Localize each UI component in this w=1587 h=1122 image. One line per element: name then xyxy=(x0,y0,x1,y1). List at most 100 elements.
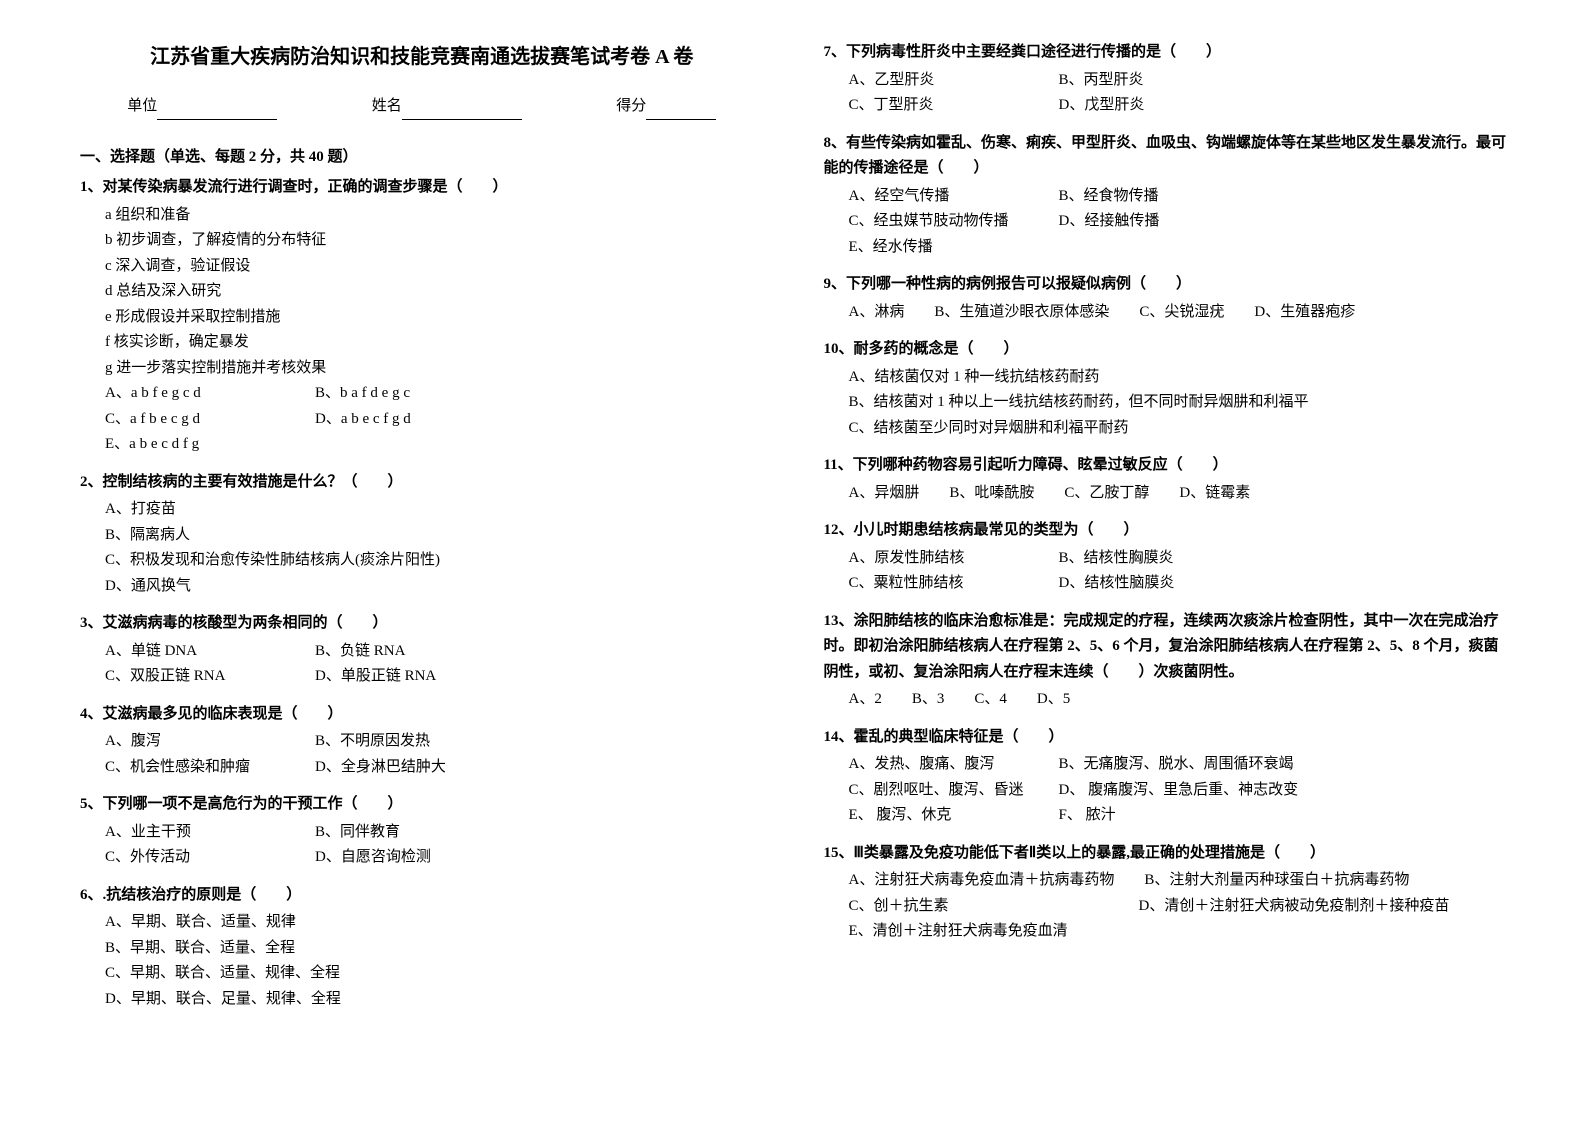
option: C、a f b e c g d xyxy=(105,407,285,433)
option: E、清创＋注射狂犬病毒免疫血清 xyxy=(849,919,1109,945)
option: A、乙型肝炎 xyxy=(849,68,1029,94)
option: E、 腹泻、休克 xyxy=(849,803,1029,829)
option: C、粟粒性肺结核 xyxy=(849,571,1029,597)
option: D、清创＋注射狂犬病被动免疫制剂＋接种疫苗 xyxy=(1139,894,1450,920)
sub-item: e 形成假设并采取控制措施 xyxy=(80,305,764,331)
option-row: C、创＋抗生素 D、清创＋注射狂犬病被动免疫制剂＋接种疫苗 xyxy=(824,894,1508,920)
question-stem: 9、下列哪一种性病的病例报告可以报疑似病例（ ） xyxy=(824,272,1508,298)
option: E、a b e c d f g xyxy=(105,432,285,458)
option-row: C、经虫媒节肢动物传播D、经接触传播 xyxy=(824,209,1508,235)
question-1: 1、对某传染病暴发流行进行调查时，正确的调查步骤是（ ）a 组织和准备b 初步调… xyxy=(80,175,764,458)
option: B、结核菌对 1 种以上一线抗结核药耐药，但不同时耐异烟肼和利福平 xyxy=(824,390,1508,416)
question-13: 13、涂阳肺结核的临床治愈标准是：完成规定的疗程，连续两次痰涂片检查阴性，其中一… xyxy=(824,609,1508,713)
option: B、吡嗪酰胺 xyxy=(949,481,1034,507)
option-row: A、乙型肝炎 B、丙型肝炎 xyxy=(824,68,1508,94)
option: B、早期、联合、适量、全程 xyxy=(80,936,764,962)
option: D、通风换气 xyxy=(80,574,764,600)
option-row: A、业主干预B、同伴教育 xyxy=(80,820,764,846)
option: C、创＋抗生素 xyxy=(849,894,1109,920)
option: C、外传活动 xyxy=(105,845,285,871)
option-row: E、经水传播 xyxy=(824,235,1508,261)
question-5: 5、下列哪一项不是高危行为的干预工作（ ）A、业主干预B、同伴教育C、外传活动D… xyxy=(80,792,764,871)
option: D、5 xyxy=(1037,687,1070,713)
option: A、单链 DNA xyxy=(105,639,285,665)
question-stem: 14、霍乱的典型临床特征是（ ） xyxy=(824,725,1508,751)
option: A、发热、腹痛、腹泻 xyxy=(849,752,1029,778)
option-row: A、异烟肼B、吡嗪酰胺C、乙胺丁醇D、链霉素 xyxy=(824,481,1508,507)
sub-item: g 进一步落实控制措施并考核效果 xyxy=(80,356,764,382)
option: A、2 xyxy=(849,687,882,713)
option: B、经食物传播 xyxy=(1059,184,1159,210)
option-row: A、a b f e g c dB、b a f d e g c xyxy=(80,381,764,407)
option: C、剧烈呕吐、腹泻、昏迷 xyxy=(849,778,1029,804)
option-row: A、腹泻 B、不明原因发热 xyxy=(80,729,764,755)
option: C、早期、联合、适量、规律、全程 xyxy=(80,961,764,987)
question-stem: 7、下列病毒性肝炎中主要经粪口途径进行传播的是（ ） xyxy=(824,40,1508,66)
question-stem: 5、下列哪一项不是高危行为的干预工作（ ） xyxy=(80,792,764,818)
option-row: A、淋病B、生殖道沙眼衣原体感染C、尖锐湿疣D、生殖器疱疹 xyxy=(824,300,1508,326)
question-10: 10、耐多药的概念是（ ）A、结核菌仅对 1 种一线抗结核药耐药B、结核菌对 1… xyxy=(824,337,1508,441)
question-stem: 15、Ⅲ类暴露及免疫功能低下者Ⅱ类以上的暴露,最正确的处理措施是（ ） xyxy=(824,841,1508,867)
option: B、负链 RNA xyxy=(315,639,405,665)
option: A、注射狂犬病毒免疫血清＋抗病毒药物 xyxy=(849,868,1115,894)
question-stem: 11、下列哪种药物容易引起听力障碍、眩晕过敏反应（ ） xyxy=(824,453,1508,479)
sub-item: b 初步调查，了解疫情的分布特征 xyxy=(80,228,764,254)
sub-item: c 深入调查，验证假设 xyxy=(80,254,764,280)
question-stem: 1、对某传染病暴发流行进行调查时，正确的调查步骤是（ ） xyxy=(80,175,764,201)
option: B、结核性胸膜炎 xyxy=(1059,546,1174,572)
option: B、注射大剂量丙种球蛋白＋抗病毒药物 xyxy=(1144,868,1409,894)
option: A、异烟肼 xyxy=(849,481,920,507)
question-stem: 2、控制结核病的主要有效措施是什么？（ ） xyxy=(80,470,764,496)
question-stem: 13、涂阳肺结核的临床治愈标准是：完成规定的疗程，连续两次痰涂片检查阴性，其中一… xyxy=(824,609,1508,686)
option: D、结核性脑膜炎 xyxy=(1059,571,1175,597)
question-2: 2、控制结核病的主要有效措施是什么？（ ）A、打疫苗B、隔离病人C、积极发现和治… xyxy=(80,470,764,600)
right-column: 7、下列病毒性肝炎中主要经粪口途径进行传播的是（ ）A、乙型肝炎B、丙型肝炎C、… xyxy=(824,40,1508,1024)
option: D、戊型肝炎 xyxy=(1059,93,1145,119)
unit-field: 单位 xyxy=(127,94,277,120)
section-title: 一、选择题（单选、每题 2 分，共 40 题） xyxy=(80,145,764,171)
question-11: 11、下列哪种药物容易引起听力障碍、眩晕过敏反应（ ）A、异烟肼 B、吡嗪酰胺 C、… xyxy=(824,453,1508,506)
option: A、腹泻 xyxy=(105,729,285,755)
question-stem: 6、.抗结核治疗的原则是（ ） xyxy=(80,883,764,909)
option: D、 腹痛腹泻、里急后重、神志改变 xyxy=(1059,778,1299,804)
option-row: C、机会性感染和肿瘤D、全身淋巴结肿大 xyxy=(80,755,764,781)
option: D、经接触传播 xyxy=(1059,209,1160,235)
option: B、不明原因发热 xyxy=(315,729,430,755)
option-row: C、丁型肝炎 D、戊型肝炎 xyxy=(824,93,1508,119)
question-stem: 4、艾滋病最多见的临床表现是（ ） xyxy=(80,702,764,728)
option: B、同伴教育 xyxy=(315,820,400,846)
option: D、生殖器疱疹 xyxy=(1254,300,1355,326)
question-stem: 8、有些传染病如霍乱、伤寒、痢疾、甲型肝炎、血吸虫、钩端螺旋体等在某些地区发生暴… xyxy=(824,131,1508,182)
left-column: 江苏省重大疾病防治知识和技能竞赛南通选拔赛笔试考卷 A 卷 单位 姓名 得分 一… xyxy=(80,40,764,1024)
option: D、全身淋巴结肿大 xyxy=(315,755,446,781)
option-row: E、 腹泻、休克 F、 脓汁 xyxy=(824,803,1508,829)
option: B、生殖道沙眼衣原体感染 xyxy=(934,300,1109,326)
sub-item: f 核实诊断，确定暴发 xyxy=(80,330,764,356)
option: C、尖锐湿疣 xyxy=(1139,300,1224,326)
question-6: 6、.抗结核治疗的原则是（ ）A、早期、联合、适量、规律B、早期、联合、适量、全… xyxy=(80,883,764,1013)
option-row: A、发热、腹痛、腹泻B、无痛腹泻、脱水、周围循环衰竭 xyxy=(824,752,1508,778)
option-row: E、清创＋注射狂犬病毒免疫血清 xyxy=(824,919,1508,945)
option: C、丁型肝炎 xyxy=(849,93,1029,119)
option: B、b a f d e g c xyxy=(315,381,410,407)
option: F、 脓汁 xyxy=(1059,803,1116,829)
option-row: E、a b e c d f g xyxy=(80,432,764,458)
option-row: C、剧烈呕吐、腹泻、昏迷 D、 腹痛腹泻、里急后重、神志改变 xyxy=(824,778,1508,804)
question-12: 12、小儿时期患结核病最常见的类型为（ ）A、原发性肺结核B、结核性胸膜炎C、粟… xyxy=(824,518,1508,597)
option: A、打疫苗 xyxy=(80,497,764,523)
option: C、积极发现和治愈传染性肺结核病人(痰涂片阳性) xyxy=(80,548,764,574)
question-stem: 12、小儿时期患结核病最常见的类型为（ ） xyxy=(824,518,1508,544)
option-row: A、2B、3C、4D、5 xyxy=(824,687,1508,713)
option-row: A、单链 DNA B、负链 RNA xyxy=(80,639,764,665)
option-row: C、粟粒性肺结核 D、结核性脑膜炎 xyxy=(824,571,1508,597)
option: B、丙型肝炎 xyxy=(1059,68,1144,94)
question-14: 14、霍乱的典型临床特征是（ ）A、发热、腹痛、腹泻B、无痛腹泻、脱水、周围循环… xyxy=(824,725,1508,829)
option: B、隔离病人 xyxy=(80,523,764,549)
exam-title: 江苏省重大疾病防治知识和技能竞赛南通选拔赛笔试考卷 A 卷 xyxy=(80,40,764,74)
question-9: 9、下列哪一种性病的病例报告可以报疑似病例（ ）A、淋病B、生殖道沙眼衣原体感染… xyxy=(824,272,1508,325)
option: D、单股正链 RNA xyxy=(315,664,436,690)
question-stem: 3、艾滋病病毒的核酸型为两条相同的（ ） xyxy=(80,611,764,637)
option: E、经水传播 xyxy=(849,235,1029,261)
option: C、4 xyxy=(974,687,1007,713)
option: C、乙胺丁醇 xyxy=(1064,481,1149,507)
